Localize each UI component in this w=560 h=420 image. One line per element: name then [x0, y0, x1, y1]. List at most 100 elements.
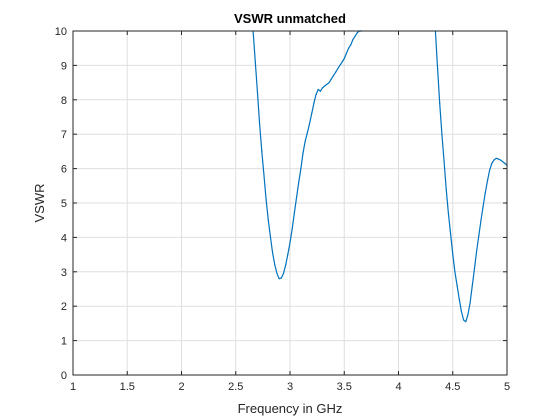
vswr-data-point — [489, 169, 491, 171]
y-tick-label: 8 — [61, 95, 67, 107]
vswr-data-point — [267, 219, 269, 221]
vswr-data-point — [335, 71, 337, 73]
vswr-data-point — [278, 278, 280, 280]
vswr-data-point — [456, 285, 458, 287]
x-tick-label: 4 — [395, 381, 401, 393]
vswr-data-point — [352, 39, 354, 41]
vswr-data-point — [467, 314, 469, 316]
vswr-data-point — [265, 199, 267, 201]
vswr-data-point — [317, 88, 319, 91]
y-tick-label: 6 — [61, 164, 67, 176]
x-tick-label: 2 — [178, 381, 184, 393]
vswr-data-point — [282, 272, 285, 275]
vswr-data-point — [450, 233, 452, 235]
y-tick-label: 1 — [61, 336, 67, 348]
vswr-data-point — [337, 68, 339, 70]
vswr-data-point — [298, 181, 300, 183]
vswr-data-point — [471, 285, 473, 287]
x-tick-label: 1 — [70, 381, 76, 393]
vswr-data-point — [473, 267, 476, 269]
x-tick-label: 3 — [287, 381, 293, 393]
vswr-data-point — [465, 321, 467, 323]
vswr-data-point — [313, 102, 315, 104]
vswr-data-point — [321, 87, 324, 89]
vswr-data-point — [319, 90, 321, 92]
vswr-data-point — [328, 82, 330, 84]
vswr-data-point — [504, 162, 506, 164]
vswr-data-point — [276, 272, 278, 275]
vswr-data-point — [285, 264, 287, 266]
vswr-data-point — [447, 212, 449, 214]
vswr-data-point — [315, 94, 317, 96]
vswr-data-point — [280, 277, 282, 279]
x-tick-label: 1.5 — [120, 381, 135, 393]
vswr-data-point — [254, 61, 256, 63]
vswr-data-point — [256, 92, 259, 94]
vswr-data-point — [350, 44, 352, 46]
y-tick-label: 7 — [61, 129, 67, 141]
vswr-data-point — [261, 150, 263, 152]
vswr-data-point — [300, 168, 302, 170]
vswr-data-point — [454, 271, 456, 273]
vswr-data-point — [332, 75, 334, 77]
vswr-data-point — [480, 219, 482, 221]
series-layer — [252, 30, 508, 323]
vswr-data-point — [330, 78, 332, 80]
vswr-data-point — [345, 52, 347, 55]
vswr-data-point — [302, 152, 304, 154]
vswr-data-point — [443, 161, 445, 163]
vswr-data-point — [304, 140, 306, 142]
vswr-data-point — [437, 68, 439, 70]
vswr-data-point — [452, 254, 454, 256]
x-tick-label: 3.5 — [337, 381, 352, 393]
vswr-data-point — [441, 133, 443, 135]
vswr-data-point — [476, 250, 478, 252]
x-tick-label: 4.5 — [445, 381, 460, 393]
vswr-data-point — [439, 102, 441, 104]
y-tick-label: 10 — [55, 26, 67, 38]
y-tick-label: 0 — [61, 370, 67, 382]
vswr-data-point — [458, 298, 460, 300]
vswr-data-point — [499, 159, 502, 161]
vswr-data-point — [484, 192, 486, 194]
vswr-data-point — [493, 159, 495, 161]
vswr-data-point — [469, 302, 471, 304]
grid — [73, 31, 507, 375]
chart-title: VSWR unmatched — [234, 11, 346, 26]
vswr-data-point — [482, 205, 484, 207]
y-tick-label: 4 — [61, 232, 67, 244]
y-tick-label: 5 — [61, 198, 67, 210]
vswr-data-point — [272, 252, 274, 254]
vswr-data-point — [354, 35, 356, 37]
vswr-data-point — [343, 57, 345, 60]
vswr-data-point — [339, 64, 341, 66]
vswr-data-point — [263, 174, 265, 177]
vswr-data-point — [311, 113, 313, 115]
vswr-data-point — [502, 161, 504, 163]
vswr-data-point — [445, 188, 447, 190]
y-tick-label: 9 — [61, 60, 67, 72]
vswr-data-point — [308, 123, 311, 125]
vswr-data-point — [259, 123, 261, 125]
y-tick-label: 3 — [61, 267, 67, 279]
vswr-data-point — [341, 61, 343, 63]
x-tick-label: 2.5 — [228, 381, 243, 393]
x-tick-label: 5 — [504, 381, 510, 393]
vswr-data-point — [478, 235, 480, 237]
vswr-data-point — [274, 264, 276, 266]
vswr-data-point — [324, 85, 326, 87]
vswr-data-point — [463, 319, 465, 321]
vswr-data-point — [491, 162, 493, 164]
vswr-data-point — [287, 254, 289, 256]
vswr-data-point — [295, 197, 298, 199]
y-axis-label: VSWR — [32, 184, 47, 223]
vswr-series-line — [434, 30, 508, 323]
y-tick-label: 2 — [61, 301, 67, 313]
vswr-data-point — [269, 236, 272, 238]
vswr-data-point — [291, 228, 293, 230]
vswr-data-point — [293, 212, 295, 214]
vswr-data-point — [326, 83, 328, 85]
vswr-data-point — [289, 242, 291, 244]
